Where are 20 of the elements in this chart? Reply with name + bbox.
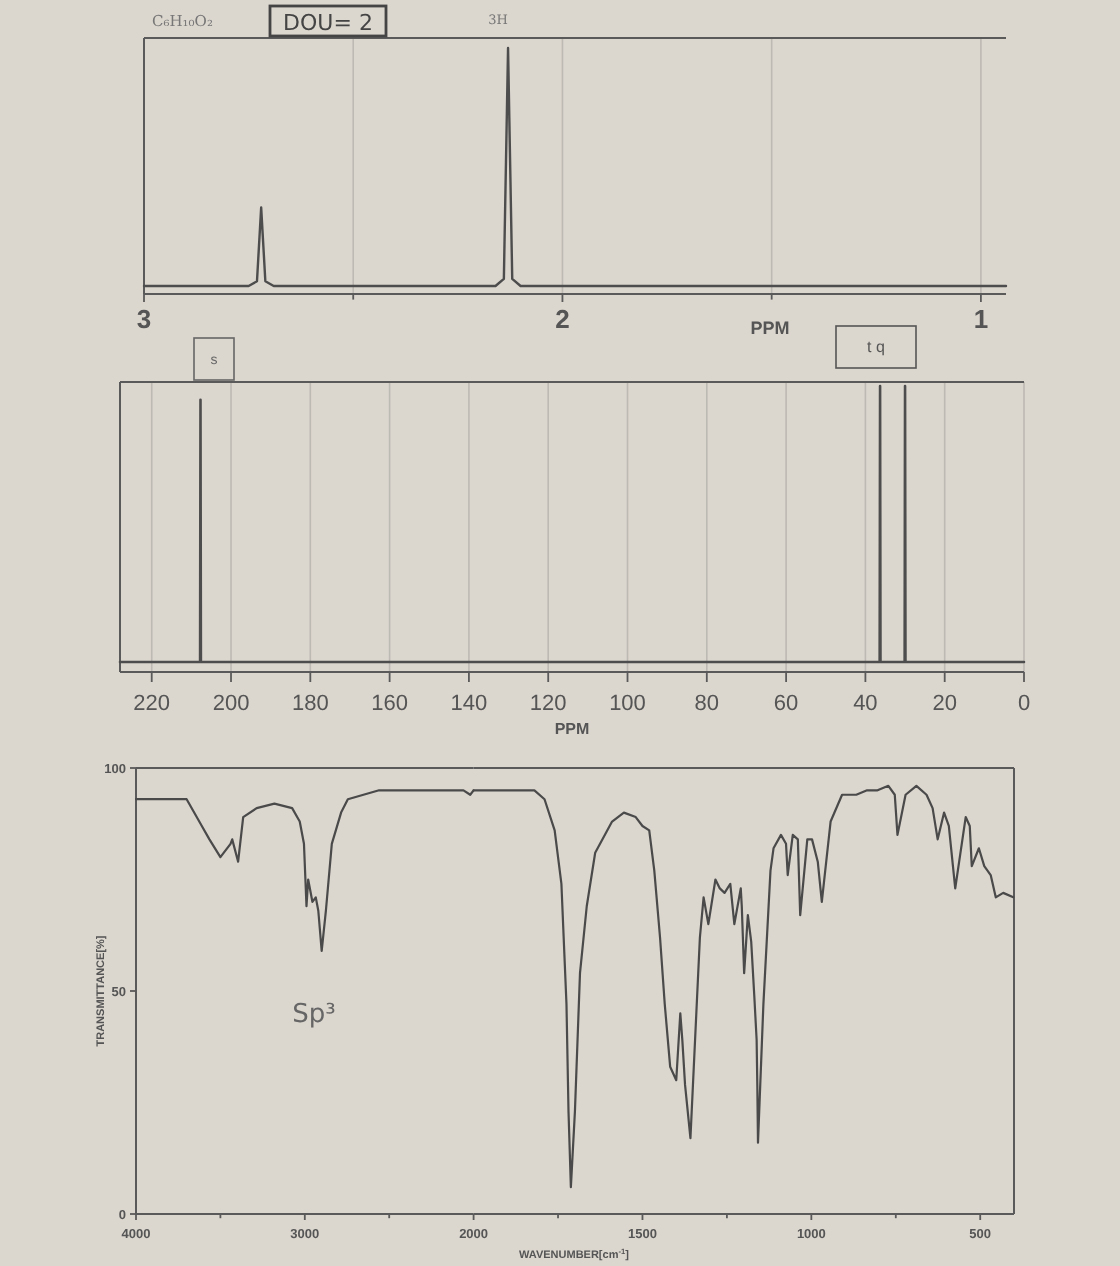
x-tick-label: 100 xyxy=(609,692,646,716)
annotation: Sp³ xyxy=(292,1000,336,1030)
x-tick-label: 3 xyxy=(136,304,152,334)
x-tick-label: 200 xyxy=(212,692,250,716)
x-tick-label: 80 xyxy=(694,692,720,716)
x-tick-label: 180 xyxy=(291,692,329,716)
x-axis-title: PPM xyxy=(554,720,590,738)
x-tick-label: 60 xyxy=(773,692,799,716)
x-tick-label: 140 xyxy=(450,692,488,716)
x-tick-label: 40 xyxy=(853,692,878,716)
x-tick-label: 2 xyxy=(555,304,570,334)
x-tick-label: 0 xyxy=(1017,692,1031,716)
text: t q xyxy=(867,338,885,356)
x-tick-label: 120 xyxy=(529,692,567,716)
x-axis-title: PPM xyxy=(750,318,790,338)
x-tick-label: 20 xyxy=(932,692,957,716)
x-tick-label: 160 xyxy=(371,692,408,716)
x-tick-label: 220 xyxy=(133,692,171,716)
x-tick-label: 1 xyxy=(973,304,989,334)
text: DOU= 2 xyxy=(283,10,373,36)
